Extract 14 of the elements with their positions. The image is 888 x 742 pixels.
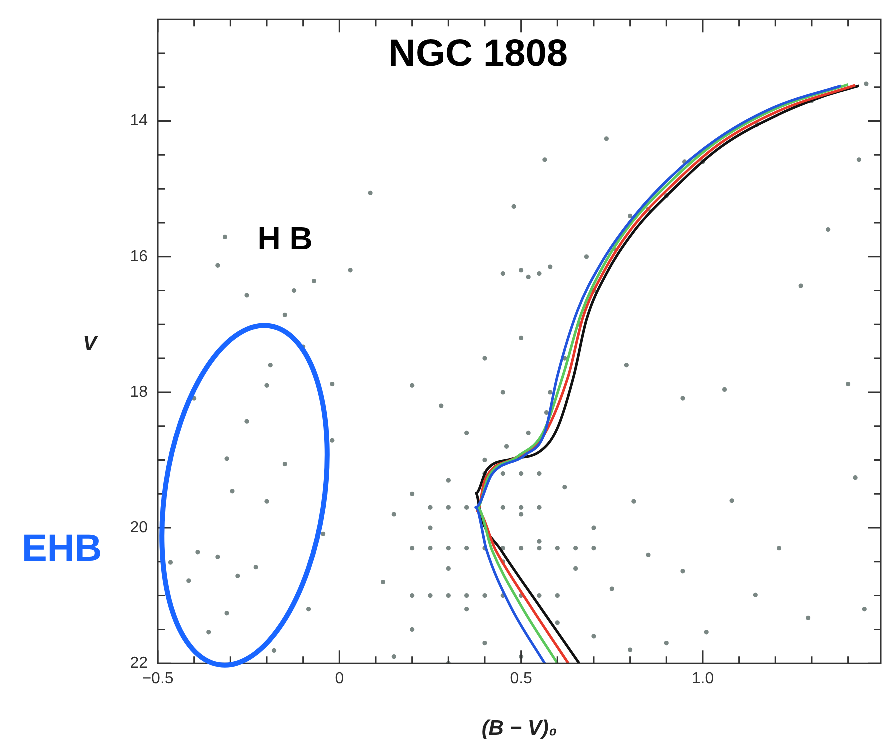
annotation: H B xyxy=(258,220,313,256)
y-tick-label: 20 xyxy=(130,519,148,536)
text: EHB xyxy=(22,528,102,572)
x-tick-label: 0.5 xyxy=(510,670,533,688)
x-tick-label: 1.0 xyxy=(692,670,714,688)
x-tick-label: −0.5 xyxy=(142,670,174,688)
chart-title: NGC 1808 xyxy=(388,33,568,76)
y-tick-label: 22 xyxy=(130,655,148,672)
x-tick-label: 0 xyxy=(335,670,344,688)
x-axis-title: (B − V)₀ xyxy=(482,717,558,740)
y-axis-title: V xyxy=(82,332,99,356)
y-tick-label: 14 xyxy=(130,112,148,130)
y-tick-label: 16 xyxy=(130,248,148,266)
y-tick-label: 18 xyxy=(130,384,148,401)
